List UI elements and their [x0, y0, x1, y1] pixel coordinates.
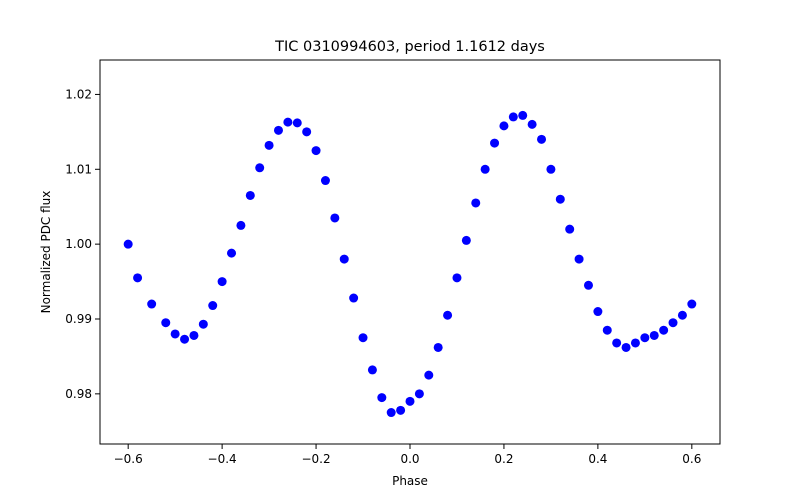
y-tick-label: 1.00 [65, 237, 92, 251]
data-point [273, 125, 283, 135]
data-point [659, 325, 669, 335]
data-point [330, 213, 340, 223]
data-point [170, 329, 180, 339]
data-point [687, 299, 697, 309]
chart-title: TIC 0310994603, period 1.1612 days [274, 39, 545, 55]
data-point [180, 334, 190, 344]
data-point [499, 121, 509, 131]
x-tick-label: 0.2 [494, 452, 513, 466]
x-axis-ticks: −0.6 −0.4 −0.2 0.0 0.2 0.4 0.6 [114, 444, 701, 466]
data-point [546, 164, 556, 174]
data-point [396, 405, 406, 415]
x-tick-label: 0.4 [588, 452, 607, 466]
data-point [236, 220, 246, 230]
data-point [414, 389, 424, 399]
data-point [386, 408, 396, 418]
data-point [443, 310, 453, 320]
data-point [198, 319, 208, 329]
data-point [537, 134, 547, 144]
data-point [358, 333, 368, 343]
x-tick-label: −0.6 [114, 452, 143, 466]
data-point [583, 280, 593, 290]
data-point [377, 393, 387, 403]
x-tick-label: 0.6 [682, 452, 701, 466]
data-point [677, 310, 687, 320]
y-axis-label: Normalized PDC flux [39, 191, 53, 314]
data-point [147, 299, 157, 309]
data-point [490, 138, 500, 148]
y-tick-label: 0.98 [65, 387, 92, 401]
data-point [264, 140, 274, 150]
data-point [565, 224, 575, 234]
x-axis-label: Phase [392, 474, 428, 488]
data-point [255, 163, 265, 173]
data-point [668, 318, 678, 328]
data-point [320, 176, 330, 186]
data-point [292, 118, 302, 128]
data-point [424, 370, 434, 380]
data-point [555, 194, 565, 204]
plot-background [100, 60, 720, 444]
data-point [461, 235, 471, 245]
data-point [302, 127, 312, 137]
y-tick-label: 1.01 [65, 162, 92, 176]
data-point [508, 112, 518, 122]
data-point [612, 338, 622, 348]
x-tick-label: 0.0 [400, 452, 419, 466]
data-point [405, 396, 415, 406]
y-tick-label: 1.02 [65, 87, 92, 101]
data-point [367, 365, 377, 375]
data-point [283, 117, 293, 127]
data-point [189, 330, 199, 340]
data-point [602, 325, 612, 335]
data-point [527, 119, 537, 129]
x-tick-label: −0.4 [208, 452, 237, 466]
data-point [518, 110, 528, 120]
data-point [133, 273, 143, 283]
data-point [311, 146, 321, 156]
data-point [227, 248, 237, 258]
data-point [630, 338, 640, 348]
data-point [217, 277, 227, 287]
data-point [349, 293, 359, 303]
y-axis-ticks: 0.98 0.99 1.00 1.01 1.02 [65, 87, 100, 401]
data-point [574, 254, 584, 264]
data-point [208, 301, 218, 311]
data-point [593, 307, 603, 317]
data-point [640, 333, 650, 343]
data-point [339, 254, 349, 264]
data-point [621, 342, 631, 352]
data-point [452, 273, 462, 283]
data-points [123, 110, 697, 418]
y-tick-label: 0.99 [65, 312, 92, 326]
data-point [123, 239, 133, 249]
data-point [480, 164, 490, 174]
data-point [433, 342, 443, 352]
x-tick-label: −0.2 [301, 452, 330, 466]
data-point [649, 330, 659, 340]
data-point [161, 318, 171, 328]
data-point [245, 190, 255, 200]
data-point [471, 198, 481, 208]
